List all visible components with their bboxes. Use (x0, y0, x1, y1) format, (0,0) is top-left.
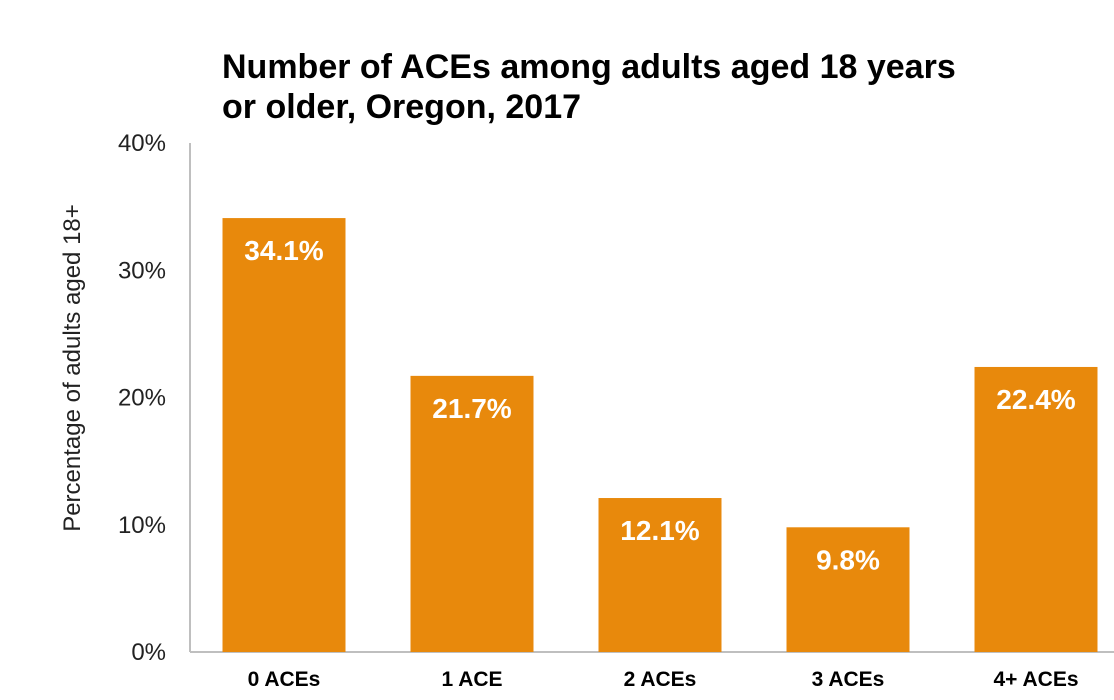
y-tick-label: 10% (118, 512, 166, 539)
chart-title-line-2: or older, Oregon, 2017 (222, 88, 581, 126)
bar (786, 527, 910, 652)
bar-data-label: 9.8% (816, 544, 880, 575)
bar (222, 218, 346, 652)
bar (410, 375, 534, 652)
bar (598, 498, 722, 652)
chart-title-line-1: Number of ACEs among adults aged 18 year… (222, 48, 956, 86)
y-tick-label: 20% (118, 385, 166, 412)
x-category-label: 3 ACEs (812, 668, 885, 691)
bar-data-label: 22.4% (996, 384, 1075, 415)
x-category-label: 2 ACEs (624, 668, 697, 691)
category-labels: 0 ACEs 1 ACE 2 ACEs 3 ACEs 4+ ACEs (248, 668, 1079, 691)
x-category-label: 0 ACEs (248, 668, 321, 691)
bar-data-label: 12.1% (620, 515, 699, 546)
bar-data-label: 34.1% (244, 235, 323, 266)
y-axis-label: Percentage of adults aged 18+ (59, 204, 86, 532)
x-category-label: 1 ACE (441, 668, 502, 691)
y-tick-label: 30% (118, 257, 166, 284)
y-tick-label: 0% (131, 639, 166, 666)
y-tick-label: 40% (118, 130, 166, 157)
x-category-label: 4+ ACEs (993, 668, 1078, 691)
bar (974, 366, 1098, 652)
data-labels: 34.1% 21.7% 12.1% 9.8% 22.4% (244, 235, 1075, 575)
y-tick-labels: 0% 10% 20% 30% 40% (118, 130, 166, 666)
bar-data-label: 21.7% (432, 393, 511, 424)
bars (222, 218, 1098, 652)
